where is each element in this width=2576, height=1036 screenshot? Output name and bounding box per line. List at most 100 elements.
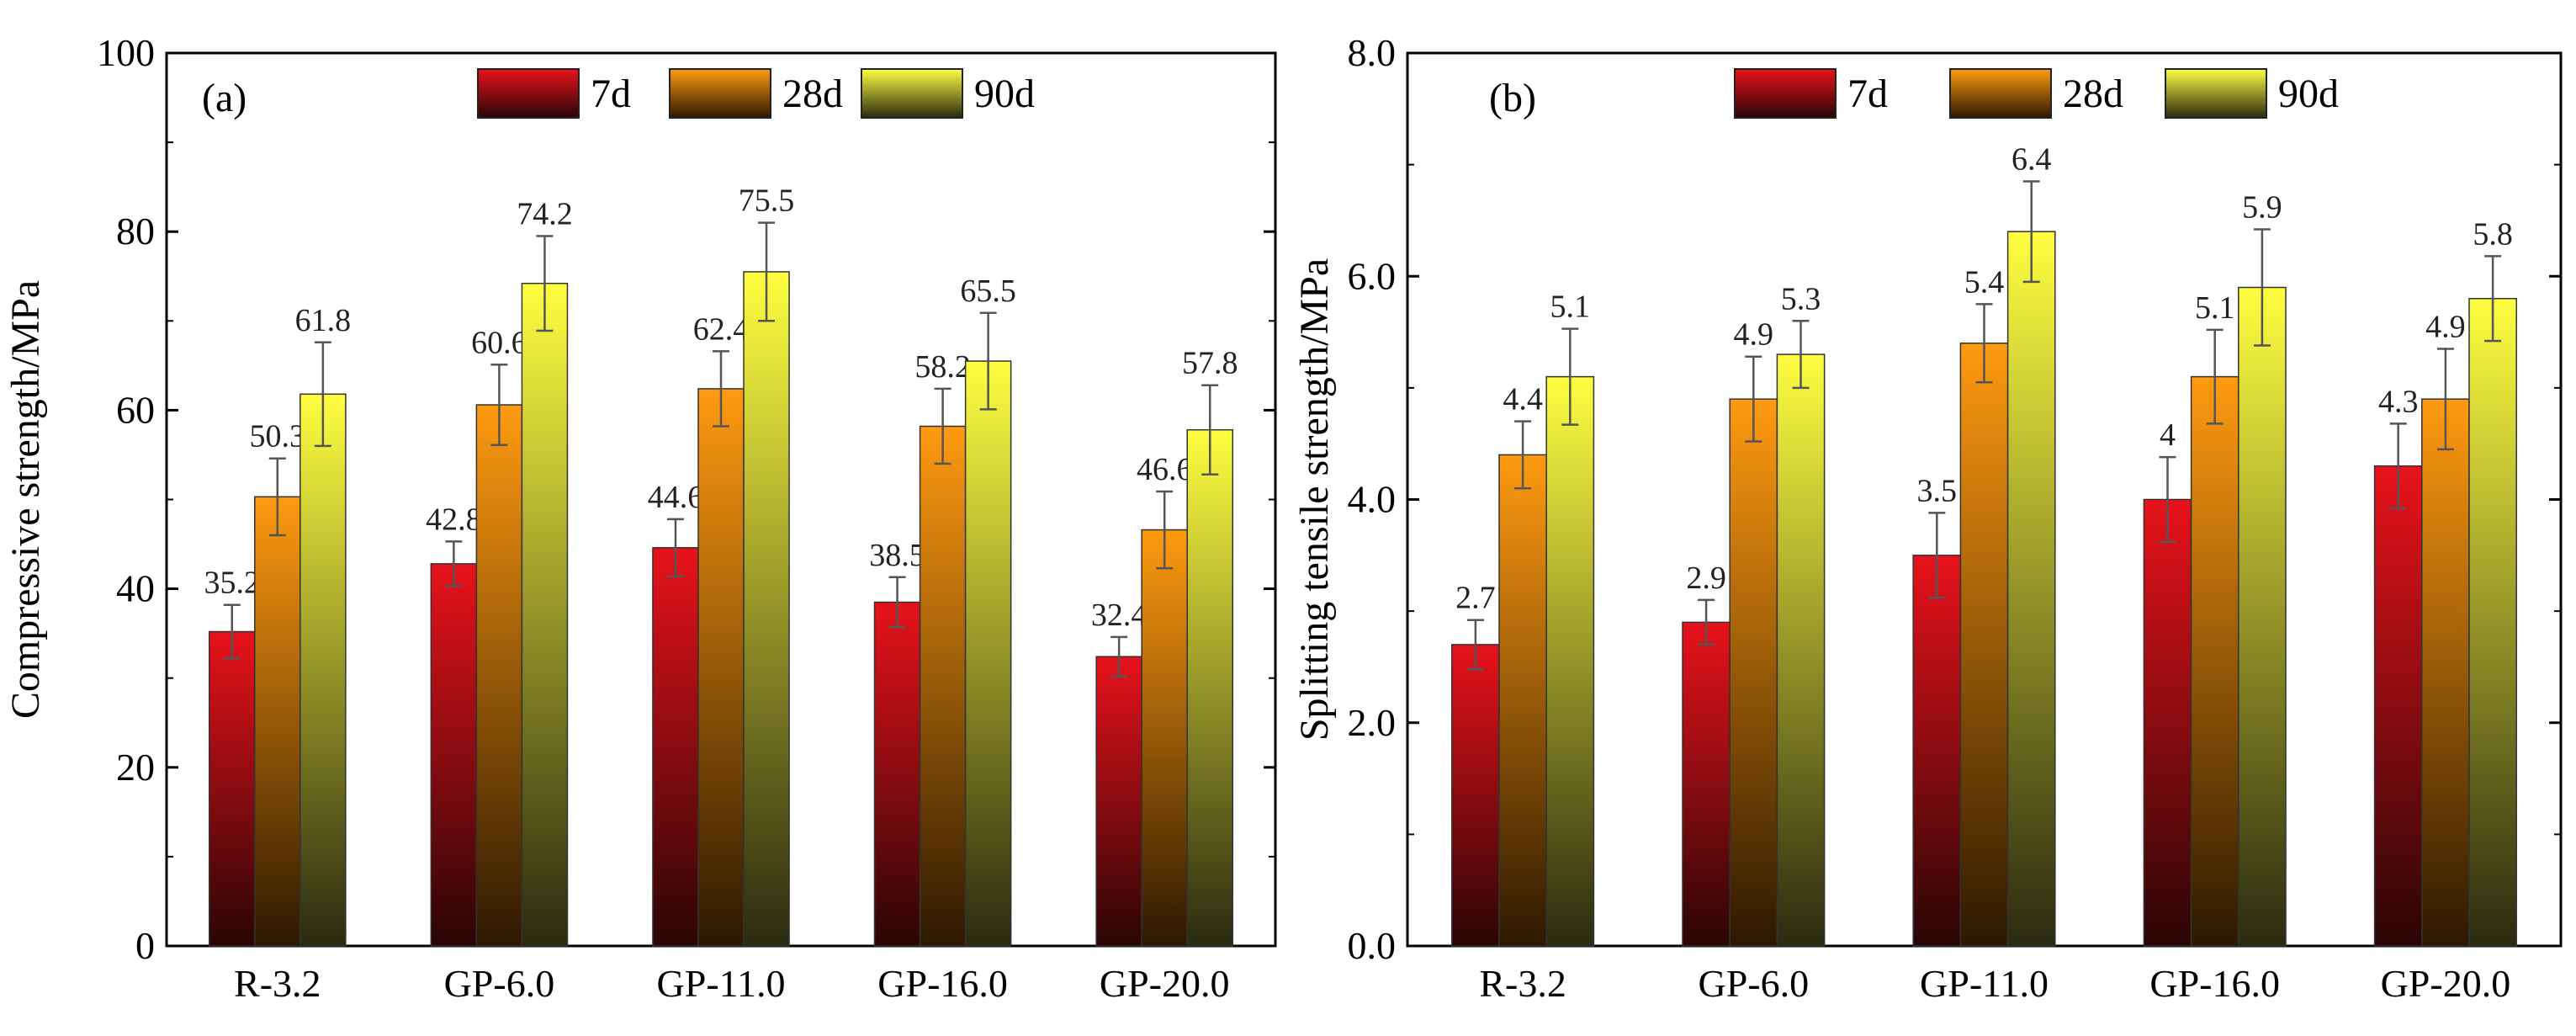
x-category-label: GP-11.0 — [657, 962, 786, 1005]
legend-label: 28d — [782, 72, 843, 116]
legend-label: 90d — [974, 72, 1035, 116]
panel-b: 0.0 2.0 4.0 6.0 8.0 Splitting tensile strengt… — [1292, 31, 2563, 1005]
data-label: 57.8 — [1182, 346, 1238, 381]
y-tick-label: 60 — [116, 388, 155, 431]
data-label: 58.2 — [914, 349, 971, 385]
y-tick-label: 0 — [135, 924, 155, 967]
y-tick-label: 20 — [116, 746, 155, 789]
legend-swatch-28d — [669, 68, 771, 119]
data-label: 62.4 — [693, 311, 750, 347]
y-axis-title: Compressive strength/MPa — [3, 280, 48, 719]
data-label: 4.9 — [2425, 309, 2466, 344]
data-label: 32.4 — [1091, 598, 1148, 633]
bar-90d — [2468, 298, 2517, 947]
bar-28d — [1729, 398, 1778, 947]
bar-28d — [919, 425, 967, 947]
bar-28d — [2421, 398, 2470, 947]
data-label: 46.6 — [1137, 452, 1193, 487]
bar-90d — [1776, 353, 1826, 947]
y-tick-label: 100 — [97, 31, 155, 74]
bar-7d — [1682, 621, 1731, 947]
y-tick-label: 2.0 — [1348, 701, 1397, 744]
data-label: 5.1 — [2195, 290, 2235, 326]
data-label: 4 — [2160, 417, 2176, 453]
bar-28d — [475, 404, 523, 947]
legend-swatch-7d — [477, 68, 580, 119]
bar-7d — [873, 601, 921, 947]
legend-swatch-7d — [1734, 68, 1837, 119]
y-tick-label: 4.0 — [1348, 478, 1397, 521]
legend-label: 7d — [591, 72, 631, 116]
data-label: 50.3 — [250, 419, 306, 454]
data-label: 2.9 — [1686, 561, 1726, 596]
legend-swatch-90d — [861, 68, 963, 119]
data-label: 61.8 — [295, 303, 352, 338]
bar-90d — [2238, 286, 2287, 947]
legend-label: 28d — [2063, 72, 2123, 116]
bar-7d — [1912, 555, 1962, 947]
data-label: 60.6 — [471, 325, 527, 360]
bar-28d — [254, 496, 301, 947]
x-category-label: GP-16.0 — [2149, 962, 2280, 1005]
x-category-label: GP-20.0 — [1100, 962, 1230, 1005]
bar-90d — [743, 271, 790, 947]
x-category-label: GP-6.0 — [1698, 962, 1809, 1005]
legend-swatch-28d — [1949, 68, 2052, 119]
data-label: 4.4 — [1503, 382, 1543, 417]
panel-a: 0 20 40 60 80 100 Compressive strength/MPa (a) R… — [3, 31, 1277, 1005]
x-category-label: R-3.2 — [1479, 962, 1566, 1005]
data-label: 5.9 — [2242, 190, 2282, 226]
y-axis-title: Splitting tensile strength/MPa — [1292, 258, 1337, 741]
bar-90d — [2006, 231, 2056, 947]
bar-7d — [2143, 498, 2192, 947]
data-label: 65.5 — [960, 274, 1016, 309]
data-label: 5.3 — [1781, 281, 1821, 316]
y-tick-label: 0.0 — [1348, 924, 1397, 967]
bar-90d — [521, 282, 569, 947]
x-category-label: GP-16.0 — [877, 962, 1008, 1005]
data-label: 5.8 — [2473, 216, 2513, 252]
bar-90d — [1545, 375, 1595, 947]
bar-7d — [2373, 465, 2423, 947]
data-label: 74.2 — [517, 197, 573, 232]
data-label: 35.2 — [204, 566, 261, 601]
bar-28d — [1959, 343, 2009, 947]
legend-label: 90d — [2278, 72, 2339, 116]
data-label: 75.5 — [739, 183, 795, 219]
legend-label: 7d — [1847, 72, 1888, 116]
bar-7d — [430, 563, 478, 947]
bar-90d — [964, 360, 1012, 947]
bar-28d — [2190, 375, 2239, 947]
y-tick-label: 8.0 — [1348, 31, 1397, 74]
x-category-label: GP-20.0 — [2381, 962, 2511, 1005]
bar-7d — [1095, 656, 1142, 947]
data-label: 42.8 — [426, 502, 482, 537]
bar-28d — [1498, 454, 1547, 947]
bar-7d — [208, 630, 256, 947]
data-label: 4.3 — [2378, 384, 2419, 419]
bar-90d — [1186, 428, 1234, 947]
data-label: 5.1 — [1550, 290, 1591, 325]
bar-7d — [652, 547, 699, 947]
y-tick-label: 6.0 — [1348, 254, 1397, 297]
legend-swatch-90d — [2165, 68, 2267, 119]
data-label: 3.5 — [1917, 473, 1958, 508]
data-label: 44.6 — [648, 480, 704, 515]
bar-28d — [1141, 529, 1188, 947]
bar-90d — [299, 393, 347, 947]
data-label: 6.4 — [2012, 142, 2052, 178]
y-tick-label: 40 — [116, 567, 155, 610]
x-category-label: GP-6.0 — [444, 962, 555, 1005]
data-label: 4.9 — [1734, 317, 1774, 353]
panel-label: (a) — [202, 76, 246, 120]
bar-7d — [1451, 644, 1500, 947]
panel-label: (b) — [1489, 76, 1536, 120]
x-category-label: GP-11.0 — [1920, 962, 2049, 1005]
bar-28d — [697, 388, 745, 947]
x-category-label: R-3.2 — [234, 962, 321, 1005]
data-label: 2.7 — [1455, 581, 1496, 616]
data-label: 5.4 — [1964, 264, 2005, 300]
y-tick-label: 80 — [116, 210, 155, 252]
